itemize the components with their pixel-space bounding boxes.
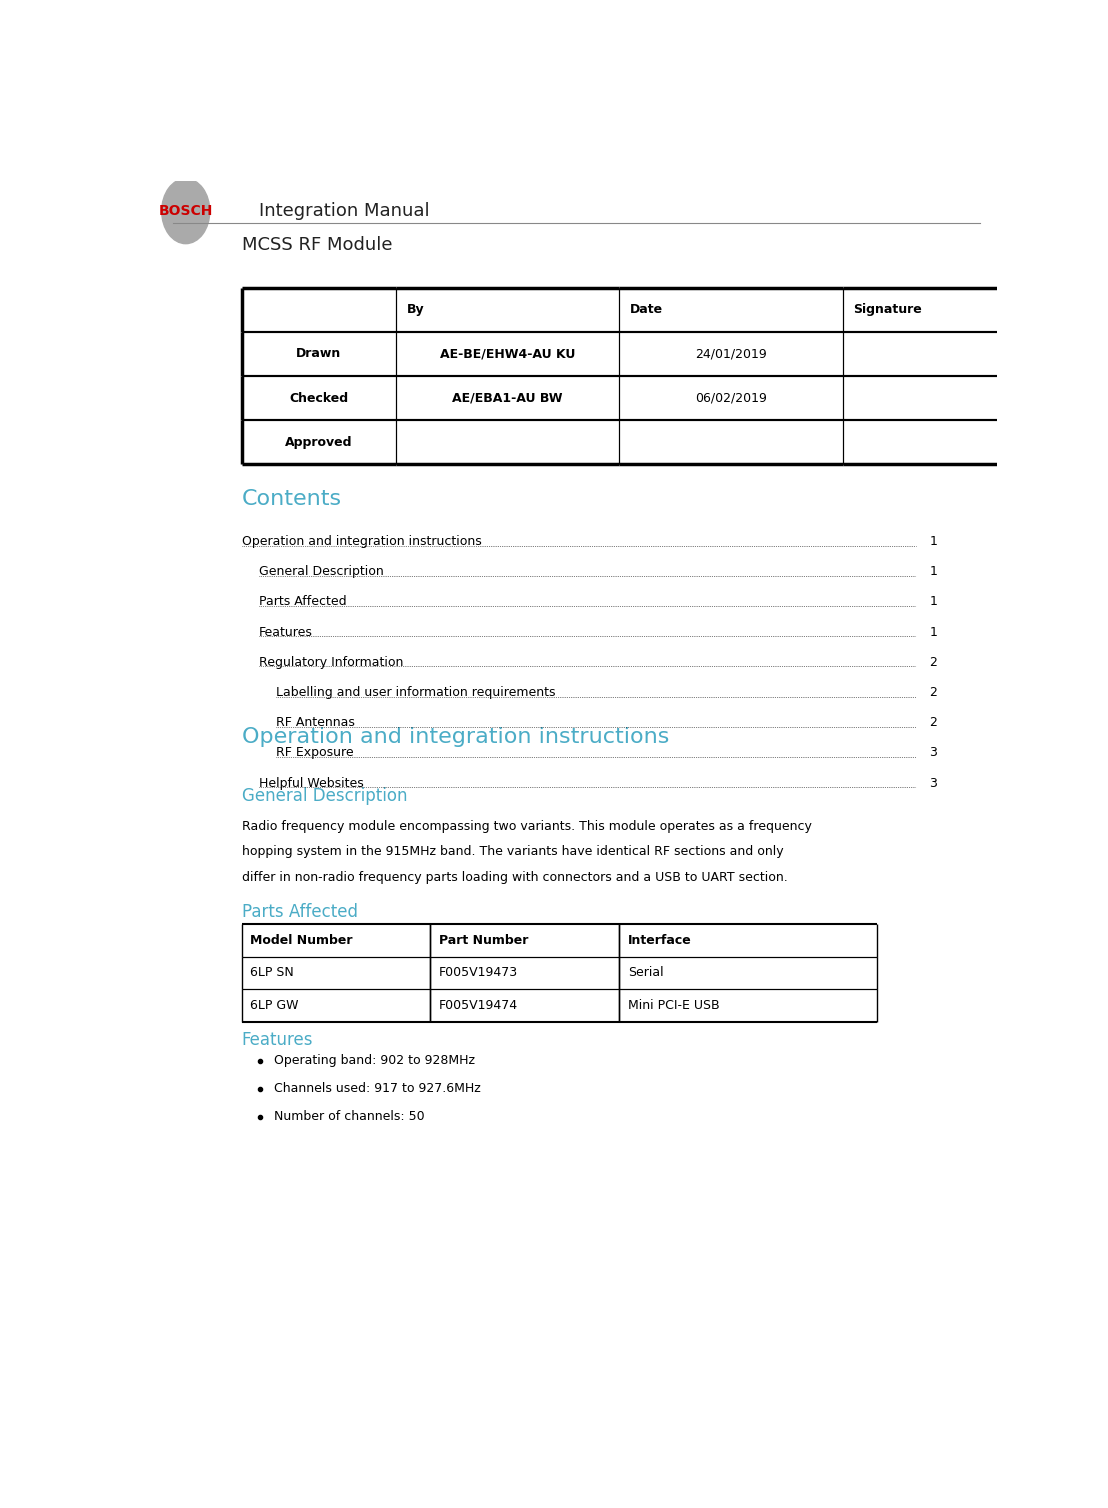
Text: Signature: Signature [853,303,922,317]
Text: Radio frequency module encompassing two variants. This module operates as a freq: Radio frequency module encompassing two … [242,820,811,832]
Text: Checked: Checked [289,392,348,404]
Text: Operation and integration instructions: Operation and integration instructions [242,727,669,746]
Text: MCSS RF Module: MCSS RF Module [242,235,392,253]
Text: F005V19473: F005V19473 [439,967,519,979]
Text: 2: 2 [930,656,937,670]
Text: AE/EBA1-AU BW: AE/EBA1-AU BW [452,392,563,404]
Text: AE-BE/EHW4-AU KU: AE-BE/EHW4-AU KU [440,347,575,360]
Text: Regulatory Information: Regulatory Information [258,656,403,670]
Text: Labelling and user information requirements: Labelling and user information requireme… [276,686,555,700]
Text: F005V19474: F005V19474 [439,998,519,1012]
Text: Part Number: Part Number [439,933,529,947]
Text: Parts Affected: Parts Affected [242,903,358,921]
Text: Operating band: 902 to 928MHz: Operating band: 902 to 928MHz [274,1054,475,1068]
Text: 3: 3 [930,777,937,790]
Circle shape [164,182,207,240]
Text: By: By [407,303,424,317]
Text: 6LP GW: 6LP GW [250,998,299,1012]
Circle shape [162,178,209,244]
Text: Mini PCI-E USB: Mini PCI-E USB [628,998,719,1012]
Text: hopping system in the 915MHz band. The variants have identical RF sections and o: hopping system in the 915MHz band. The v… [242,844,783,858]
Text: RF Exposure: RF Exposure [276,746,353,760]
Text: Channels used: 917 to 927.6MHz: Channels used: 917 to 927.6MHz [274,1083,481,1095]
Text: differ in non-radio frequency parts loading with connectors and a USB to UART se: differ in non-radio frequency parts load… [242,870,788,884]
Text: 1: 1 [930,566,937,578]
Text: Date: Date [629,303,663,317]
Text: Number of channels: 50: Number of channels: 50 [274,1110,424,1123]
Text: Features: Features [242,1031,314,1050]
Text: Drawn: Drawn [296,347,341,360]
Text: RF Antennas: RF Antennas [276,716,355,730]
Text: Features: Features [258,626,312,639]
Text: 1: 1 [930,535,937,547]
Circle shape [172,193,199,229]
Text: 06/02/2019: 06/02/2019 [695,392,767,404]
Text: General Description: General Description [258,566,383,578]
Circle shape [170,188,202,234]
Text: Approved: Approved [285,436,352,449]
Text: 3: 3 [930,746,937,760]
Text: Parts Affected: Parts Affected [258,596,347,609]
Text: 1: 1 [930,626,937,639]
Text: Operation and integration instructions: Operation and integration instructions [242,535,481,547]
Text: Integration Manual: Integration Manual [259,202,429,220]
Text: BOSCH: BOSCH [158,204,213,219]
Text: 2: 2 [930,716,937,730]
Text: Interface: Interface [628,933,691,947]
Text: Serial: Serial [628,967,664,979]
Text: General Description: General Description [242,787,407,805]
Text: 1: 1 [930,596,937,609]
Text: Model Number: Model Number [250,933,352,947]
Text: 24/01/2019: 24/01/2019 [695,347,767,360]
Text: Contents: Contents [242,489,341,508]
Text: Helpful Websites: Helpful Websites [258,777,363,790]
Text: 6LP SN: 6LP SN [250,967,294,979]
Text: 2: 2 [930,686,937,700]
